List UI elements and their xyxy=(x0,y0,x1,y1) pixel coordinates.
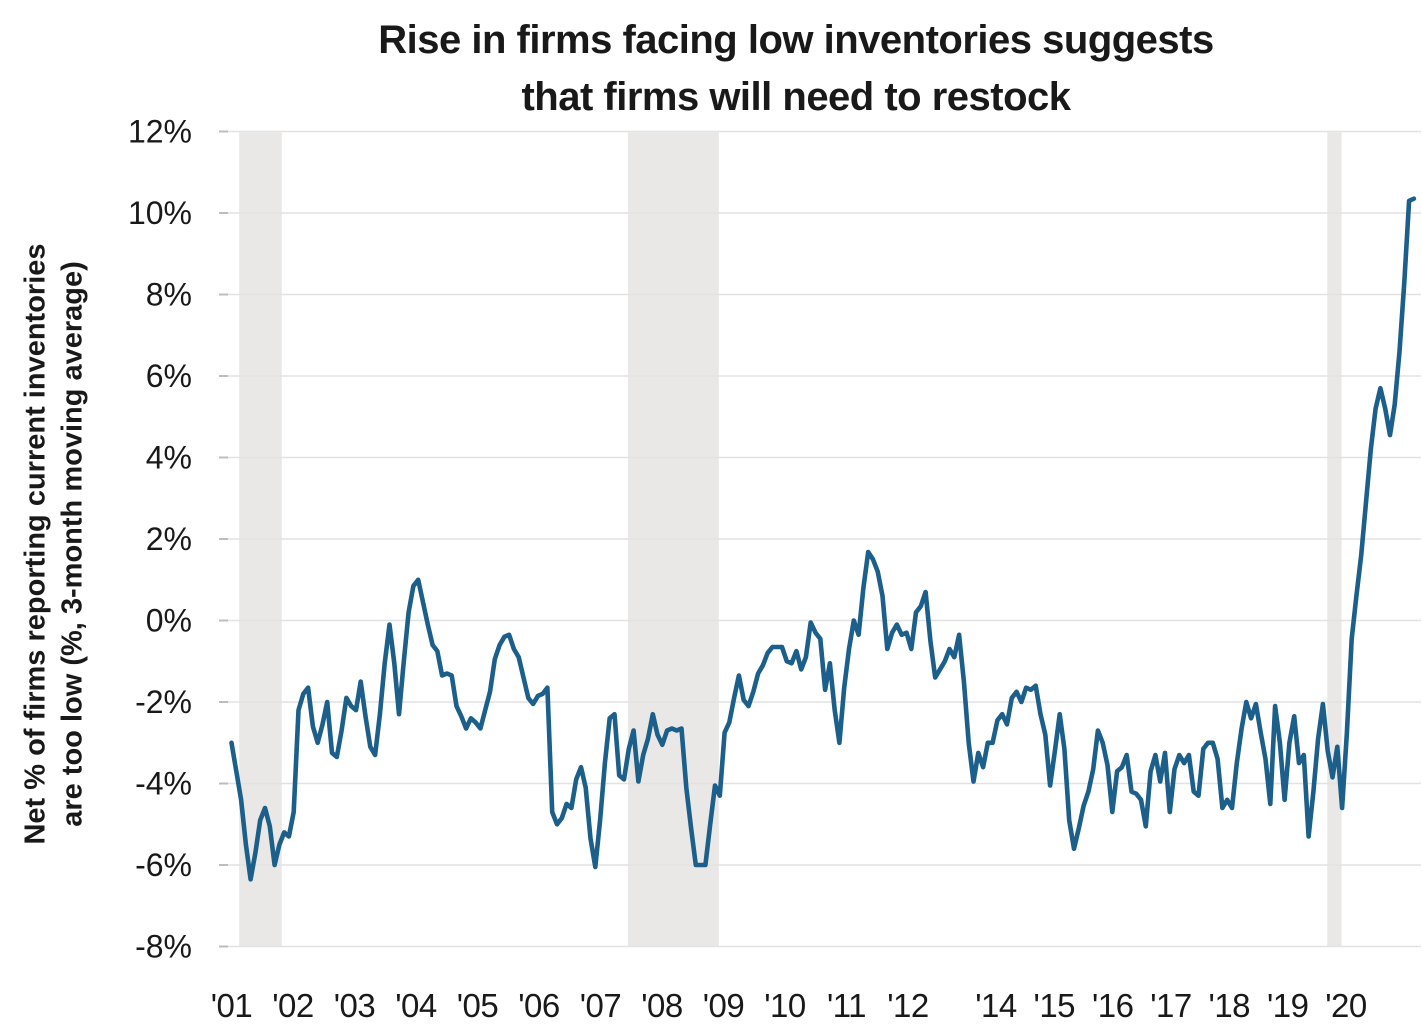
x-tick-label: '03 xyxy=(334,987,376,1024)
y-tick-label: 0% xyxy=(146,603,192,639)
x-tick-label: '19 xyxy=(1267,987,1309,1024)
x-tick-label: '02 xyxy=(272,987,314,1024)
y-tick-label: 4% xyxy=(146,440,192,476)
y-tick-label: -4% xyxy=(135,766,192,802)
x-tick-label: '07 xyxy=(580,987,622,1024)
x-tick-label: '05 xyxy=(457,987,499,1024)
y-tick-label: 10% xyxy=(128,195,192,231)
y-tick-label: -6% xyxy=(135,847,192,883)
x-tick-label: '01 xyxy=(211,987,253,1024)
x-tick-label: '09 xyxy=(703,987,745,1024)
chart-title-line1: Rise in firms facing low inventories sug… xyxy=(378,18,1214,62)
x-tick-label: '14 xyxy=(975,987,1017,1024)
x-tick-label: '08 xyxy=(641,987,683,1024)
y-tick-label: 12% xyxy=(128,114,192,150)
x-tick-label: '15 xyxy=(1034,987,1076,1024)
y-tick-label: -2% xyxy=(135,684,192,720)
x-tick-label: '17 xyxy=(1150,987,1192,1024)
x-tick-label: '04 xyxy=(395,987,437,1024)
x-tick-label: '11 xyxy=(827,987,866,1024)
y-tick-label: 2% xyxy=(146,521,192,557)
y-tick-label: 8% xyxy=(146,277,192,313)
data-series-line xyxy=(229,196,1417,882)
x-tick-label: '16 xyxy=(1092,987,1134,1024)
y-tick-label: 6% xyxy=(146,358,192,394)
y-tick-label: -8% xyxy=(135,929,192,965)
x-tick-label: '20 xyxy=(1325,987,1367,1024)
x-tick-label: '18 xyxy=(1209,987,1251,1024)
x-tick-label: '12 xyxy=(887,987,929,1024)
chart-title: Rise in firms facing low inventories sug… xyxy=(170,12,1422,126)
x-tick-label: '06 xyxy=(518,987,560,1024)
chart-title-line2: that firms will need to restock xyxy=(521,75,1071,119)
x-tick-label: '10 xyxy=(764,987,806,1024)
